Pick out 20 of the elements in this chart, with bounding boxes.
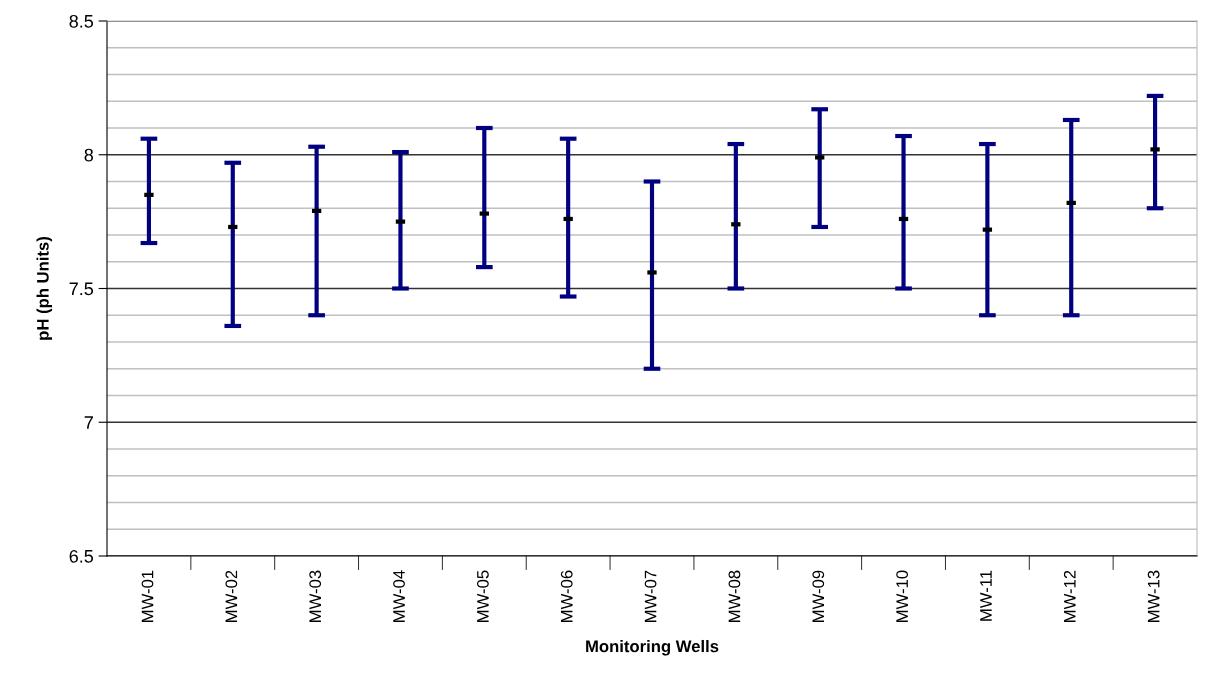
x-tick-label: MW-03	[309, 570, 322, 622]
x-tick-label: MW-08	[728, 570, 741, 622]
y-tick-label: 8	[84, 148, 94, 162]
y-tick-label: 6.5	[69, 549, 94, 563]
x-tick-label: MW-07	[644, 570, 657, 622]
y-tick-label: 7	[84, 416, 93, 429]
x-tick-label: MW-04	[393, 570, 405, 622]
y-axis-title: pH (ph Units)	[36, 237, 53, 340]
y-tick-label: 7.5	[69, 282, 94, 296]
x-tick-label: MW-09	[812, 570, 825, 622]
x-tick-label: MW-13	[1147, 570, 1160, 622]
x-tick-label: MW-10	[896, 570, 909, 622]
x-tick-label: MW-12	[1063, 570, 1076, 622]
x-tick-label: MW-02	[225, 570, 238, 622]
x-tick-label: MW-06	[560, 570, 573, 622]
x-tick-label: MW-11	[980, 570, 992, 621]
x-tick-label: MW-01	[141, 570, 154, 622]
y-tick-label: 8.5	[69, 14, 94, 28]
x-tick-label: MW-05	[476, 570, 489, 622]
x-axis-title: Monitoring Wells	[586, 639, 719, 656]
